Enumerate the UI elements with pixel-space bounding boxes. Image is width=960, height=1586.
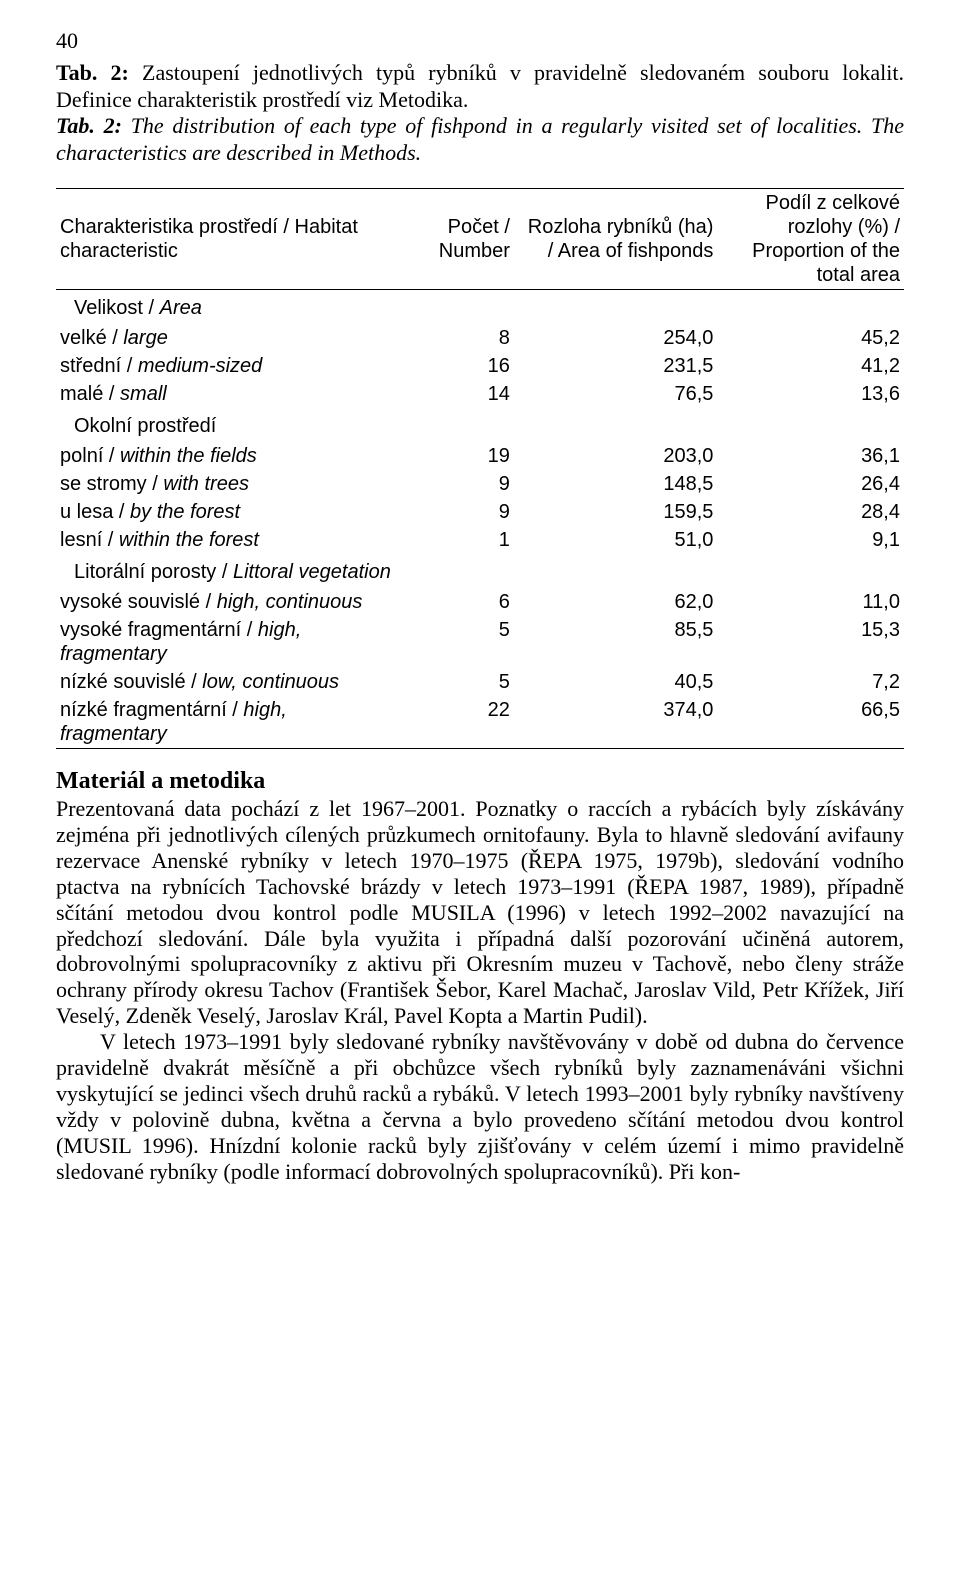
paragraph-1: Prezentovaná data pochází z let 1967–200…: [56, 796, 904, 1030]
header-prop-text: Podíl z celkové rozlohy (%) / Proportion…: [752, 192, 900, 286]
row-area: 148,5: [514, 470, 718, 498]
row-area: 254,0: [514, 324, 718, 352]
row-area: 40,5: [514, 668, 718, 696]
row-prop: 66,5: [717, 696, 904, 749]
row-count: 9: [395, 470, 514, 498]
row-count: 19: [395, 442, 514, 470]
row-prop: 41,2: [717, 352, 904, 380]
section-title: Velikost / Area: [56, 289, 904, 324]
row-label: polní / within the fields: [56, 442, 395, 470]
section-title: Litorální porosty / Littoral vegetation: [56, 554, 904, 588]
header-prop: Podíl z celkové rozlohy (%) / Proportion…: [717, 188, 904, 289]
body-text: Prezentovaná data pochází z let 1967–200…: [56, 796, 904, 1185]
row-prop: 7,2: [717, 668, 904, 696]
row-label: malé / small: [56, 380, 395, 408]
row-prop: 45,2: [717, 324, 904, 352]
row-prop: 15,3: [717, 616, 904, 668]
row-prop: 26,4: [717, 470, 904, 498]
row-count: 14: [395, 380, 514, 408]
fishpond-table: Charakteristika prostředí / Habitat char…: [56, 188, 904, 749]
row-count: 8: [395, 324, 514, 352]
paragraph-2: V letech 1973–1991 byly sledované rybník…: [56, 1029, 904, 1185]
row-area: 374,0: [514, 696, 718, 749]
caption-cz-text: Zastoupení jednotlivých typů rybníků v p…: [56, 60, 904, 111]
caption-en-label: Tab. 2:: [56, 113, 122, 138]
row-prop: 11,0: [717, 588, 904, 616]
row-prop: 9,1: [717, 526, 904, 554]
header-count: Počet / Number: [395, 188, 514, 289]
row-prop: 28,4: [717, 498, 904, 526]
row-area: 62,0: [514, 588, 718, 616]
row-label: střední / medium-sized: [56, 352, 395, 380]
row-count: 5: [395, 668, 514, 696]
row-label: velké / large: [56, 324, 395, 352]
section-title: Okolní prostředí: [56, 408, 904, 442]
page-number: 40: [56, 28, 904, 54]
table-caption: Tab. 2: Zastoupení jednotlivých typů ryb…: [56, 60, 904, 166]
header-count-text: Počet / Number: [439, 216, 510, 262]
row-area: 231,5: [514, 352, 718, 380]
row-count: 1: [395, 526, 514, 554]
row-label: vysoké souvislé / high, continuous: [56, 588, 395, 616]
row-count: 9: [395, 498, 514, 526]
row-area: 76,5: [514, 380, 718, 408]
section-heading: Materiál a metodika: [56, 767, 904, 796]
row-count: 5: [395, 616, 514, 668]
row-prop: 36,1: [717, 442, 904, 470]
row-count: 6: [395, 588, 514, 616]
row-label: lesní / within the forest: [56, 526, 395, 554]
header-habitat: Charakteristika prostředí / Habitat char…: [56, 188, 395, 289]
row-label: vysoké fragmentární / high, fragmentary: [56, 616, 395, 668]
row-area: 203,0: [514, 442, 718, 470]
header-habitat-text: Charakteristika prostředí / Habitat char…: [60, 216, 358, 262]
row-label: u lesa / by the forest: [56, 498, 395, 526]
row-count: 22: [395, 696, 514, 749]
row-prop: 13,6: [717, 380, 904, 408]
row-label: nízké souvislé / low, continuous: [56, 668, 395, 696]
header-area-text: Rozloha rybníků (ha) / Area of fishponds: [528, 216, 714, 262]
row-count: 16: [395, 352, 514, 380]
caption-cz-label: Tab. 2:: [56, 60, 129, 85]
row-area: 85,5: [514, 616, 718, 668]
row-label: nízké fragmentární / high, fragmentary: [56, 696, 395, 749]
row-area: 51,0: [514, 526, 718, 554]
caption-en-text: The distribution of each type of fishpon…: [56, 113, 904, 164]
header-area: Rozloha rybníků (ha) / Area of fishponds: [514, 188, 718, 289]
row-area: 159,5: [514, 498, 718, 526]
row-label: se stromy / with trees: [56, 470, 395, 498]
